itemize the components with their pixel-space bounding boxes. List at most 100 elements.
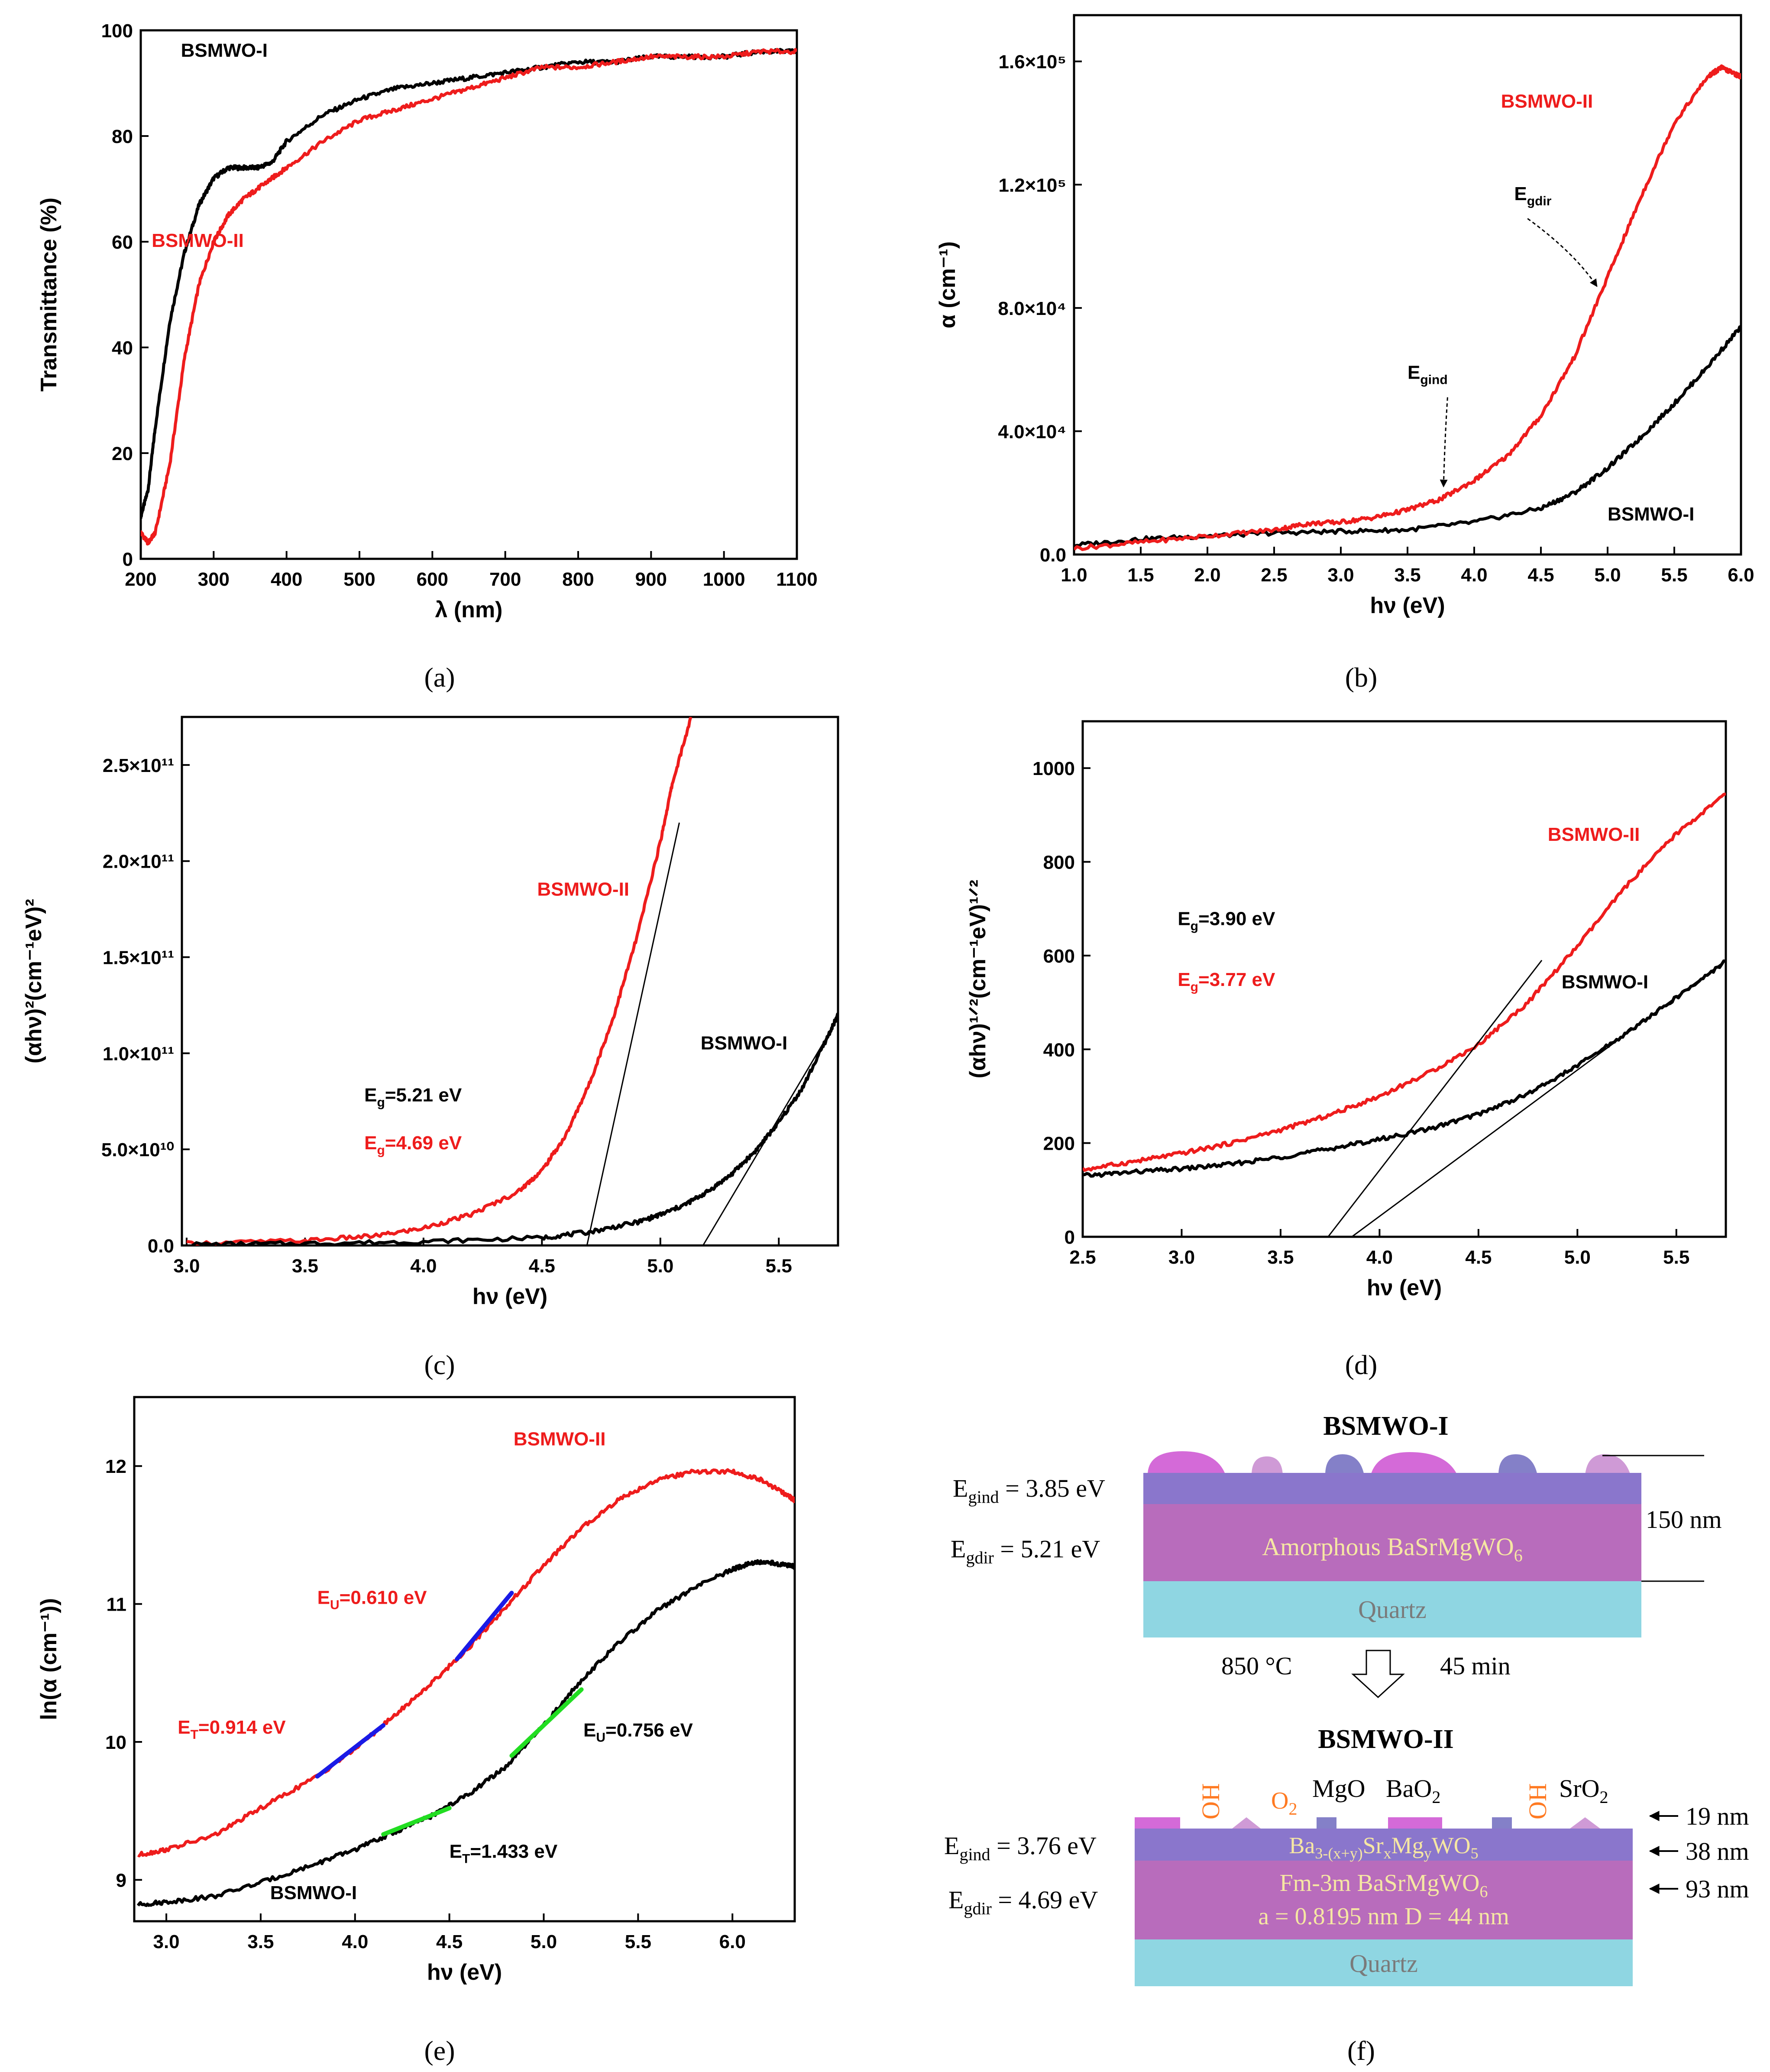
y-tick-label: 4.0×10⁴ xyxy=(998,421,1066,442)
linear-fit-segment xyxy=(509,1687,584,1758)
x-tick-label: 700 xyxy=(489,569,521,590)
linear-fit-segment xyxy=(381,1806,452,1837)
y-tick-label: 60 xyxy=(112,232,133,253)
panel-b-absorption: 1.0 1.5 2.0 2.5 3.0 3.5 4.0 4.5 5.0 5.5 6.0 0.0 4.0×… xyxy=(935,14,1754,618)
annotation-label: ET=1.433 eV xyxy=(450,1841,558,1866)
y-tick-label: 80 xyxy=(112,126,133,147)
x-tick-label: 400 xyxy=(271,569,302,590)
y-tick-label: 12 xyxy=(105,1456,126,1477)
y-tick-label: 1.5×10¹¹ xyxy=(103,947,174,969)
annotation-label: Eg=4.69 eV xyxy=(364,1132,462,1158)
y-tick-label: 10 xyxy=(105,1732,126,1753)
x-tick-label: 5.5 xyxy=(766,1255,792,1277)
caption-f: (f) xyxy=(1347,2035,1375,2066)
crystalline-film-layer xyxy=(1135,1861,1633,1939)
y-tick-label: 0.0 xyxy=(1040,545,1066,566)
process-arrow-icon xyxy=(1351,1650,1405,1699)
surface-grain xyxy=(1388,1817,1442,1829)
annotation-label: BSMWO-I xyxy=(1608,504,1694,525)
panel-d-indirect-tauc: 2.5 3.0 3.5 4.0 4.5 5.0 5.5 0 200 400 600 800 1000 hν… xyxy=(965,720,1727,1300)
mgo-label: MgO xyxy=(1312,1774,1365,1803)
o2-label: O2 xyxy=(1271,1787,1297,1819)
x-axis-label: hν (eV) xyxy=(472,1284,547,1309)
y-axis-label: ln(α (cm⁻¹)) xyxy=(36,1598,61,1720)
roughness-layer xyxy=(1143,1473,1641,1504)
series-line-bsmwo-i xyxy=(1083,959,1726,1178)
x-tick-label: 4.5 xyxy=(1465,1247,1492,1268)
y-tick-label: 0.0 xyxy=(148,1235,174,1257)
series-line-bsmwo-ii xyxy=(186,717,692,1245)
annotation-label: BSMWO-I xyxy=(701,1032,787,1054)
interface-layer xyxy=(1135,1829,1633,1861)
surface-grain xyxy=(1135,1817,1180,1829)
series-line-bsmwo-ii xyxy=(1074,64,1741,551)
y-tick-label: 800 xyxy=(1043,852,1075,873)
plot-frame xyxy=(139,29,798,560)
annotation-label: Egdir xyxy=(1514,183,1551,208)
series-line-bsmwo-ii xyxy=(1083,792,1726,1172)
x-tick-label: 3.0 xyxy=(1168,1247,1195,1268)
x-tick-label: 3.0 xyxy=(153,1931,179,1952)
x-tick-label: 4.0 xyxy=(1461,564,1487,586)
x-tick-label: 3.5 xyxy=(292,1255,318,1277)
egind-top: Egind = 3.85 eV xyxy=(953,1474,1105,1507)
x-tick-label: 6.0 xyxy=(719,1931,746,1952)
annotation-label: Eg=3.90 eV xyxy=(1178,908,1275,934)
surface-bump xyxy=(1148,1451,1226,1475)
x-tick-label: 1.0 xyxy=(1061,564,1087,586)
quartz-substrate-top xyxy=(1143,1581,1641,1637)
schematic-title-top: BSMWO-I xyxy=(1323,1411,1448,1441)
surface-bump xyxy=(1252,1456,1283,1475)
plot-frame xyxy=(133,1396,796,1923)
y-tick-label: 11 xyxy=(106,1594,126,1615)
egdir-top: Egdir = 5.21 eV xyxy=(951,1535,1100,1567)
x-tick-label: 1.5 xyxy=(1127,564,1154,586)
y-axis-label: α (cm⁻¹) xyxy=(935,241,960,328)
y-tick-label: 40 xyxy=(112,337,133,359)
annotation-label: BSMWO-I xyxy=(1562,972,1648,993)
x-tick-label: 2.5 xyxy=(1261,564,1287,586)
x-tick-label: 4.0 xyxy=(410,1255,437,1277)
x-tick-label: 800 xyxy=(562,569,594,590)
surface-grain xyxy=(1317,1817,1336,1829)
caption-c: (c) xyxy=(424,1349,455,1380)
panel-e-urbach: 3.0 3.5 4.0 4.5 5.0 5.5 6.0 9 10 11 12 hν (eV) ln(α … xyxy=(36,1396,796,1985)
egind-bottom: Egind = 3.76 eV xyxy=(944,1832,1097,1864)
y-tick-label: 400 xyxy=(1043,1039,1075,1060)
schematic-title-bottom: BSMWO-II xyxy=(1318,1725,1453,1754)
panel-f-schematic: BSMWO-I Amorphous BaSrMgWO6 Quartz 150 n… xyxy=(944,1411,1749,1986)
quartz-label-bottom: Quartz xyxy=(1349,1949,1418,1978)
surface-bump xyxy=(1325,1454,1364,1475)
x-tick-label: 900 xyxy=(635,569,667,590)
egdir-bottom: Egdir = 4.69 eV xyxy=(948,1886,1098,1918)
x-tick-label: 5.5 xyxy=(625,1931,651,1952)
tangent-fit-line xyxy=(1351,960,1726,1238)
annealing-time: 45 min xyxy=(1440,1652,1511,1680)
x-tick-label: 5.0 xyxy=(1564,1247,1591,1268)
quartz-label-top: Quartz xyxy=(1358,1595,1427,1624)
x-axis-label: hν (eV) xyxy=(1367,1275,1442,1300)
y-tick-label: 1.6×10⁵ xyxy=(999,52,1066,73)
x-tick-label: 5.5 xyxy=(1661,564,1687,586)
y-tick-label: 1.0×10¹¹ xyxy=(103,1043,174,1064)
caption-b: (b) xyxy=(1345,662,1378,693)
annotation-label: BSMWO-I xyxy=(181,40,268,61)
caption-d: (d) xyxy=(1345,1349,1378,1380)
annotation-label: BSMWO-II xyxy=(514,1428,606,1449)
x-tick-label: 1100 xyxy=(776,569,817,590)
x-tick-label: 4.5 xyxy=(529,1255,555,1277)
x-tick-label: 4.0 xyxy=(342,1931,368,1952)
x-axis-label: hν (eV) xyxy=(1370,593,1445,618)
panel-a-transmittance: 200 300 400 500 600 700 800 900 1000 1100 0 20 40 60 8… xyxy=(36,20,818,623)
surface-bump xyxy=(1585,1454,1631,1475)
linear-fit-segment xyxy=(455,1591,514,1661)
x-tick-label: 300 xyxy=(198,569,230,590)
surface-grain xyxy=(1492,1817,1512,1829)
annotation-label: BSMWO-II xyxy=(1501,91,1593,112)
x-tick-label: 6.0 xyxy=(1728,564,1754,586)
annotation-label: EU=0.756 eV xyxy=(583,1719,693,1745)
y-tick-label: 2.5×10¹¹ xyxy=(103,755,174,776)
x-tick-label: 2.0 xyxy=(1194,564,1220,586)
thickness-label-top: 150 nm xyxy=(1646,1505,1722,1534)
annotation-label: EU=0.610 eV xyxy=(317,1587,427,1612)
